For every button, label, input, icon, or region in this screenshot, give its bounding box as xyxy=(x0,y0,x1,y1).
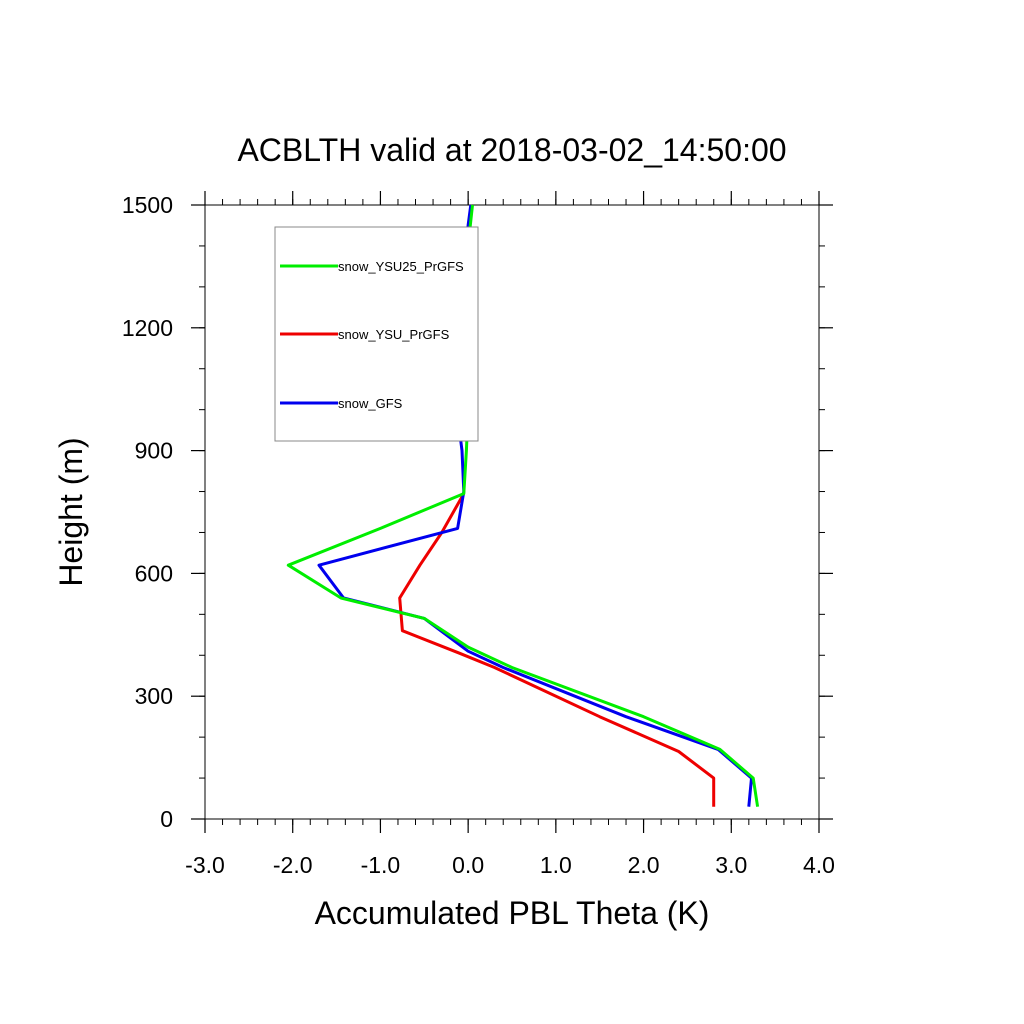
x-tick-label: 4.0 xyxy=(803,852,835,878)
legend-entries: snow_YSU25_PrGFS snow_YSU_PrGFS snow_GFS xyxy=(280,259,464,411)
x-tick-label: -2.0 xyxy=(273,852,313,878)
major-ticks xyxy=(191,191,833,833)
y-tick-label: 600 xyxy=(135,560,173,586)
x-tick-labels: -3.0 -2.0 -1.0 0.0 1.0 2.0 3.0 4.0 xyxy=(185,852,835,878)
plot-area xyxy=(204,204,820,820)
chart-title: ACBLTH valid at 2018-03-02_14:50:00 xyxy=(237,132,786,168)
y-tick-label: 1500 xyxy=(122,192,173,218)
plot-frame xyxy=(204,204,820,820)
legend-label: snow_YSU_PrGFS xyxy=(338,327,450,342)
x-tick-label: -1.0 xyxy=(361,852,401,878)
legend-label: snow_YSU25_PrGFS xyxy=(338,259,464,274)
y-tick-label: 900 xyxy=(135,438,173,464)
y-tick-labels: 0 300 600 900 1200 1500 xyxy=(122,192,173,832)
x-tick-label: 2.0 xyxy=(628,852,660,878)
x-tick-label: -3.0 xyxy=(185,852,225,878)
y-tick-label: 1200 xyxy=(122,315,173,341)
x-axis-label: Accumulated PBL Theta (K) xyxy=(315,895,710,931)
legend-label: snow_GFS xyxy=(338,396,403,411)
y-tick-label: 300 xyxy=(135,683,173,709)
x-tick-label: 0.0 xyxy=(452,852,484,878)
y-axis-label: Height (m) xyxy=(53,437,89,586)
series-line-snow_YSU_PrGFS xyxy=(398,492,716,807)
x-tick-label: 3.0 xyxy=(715,852,747,878)
x-tick-label: 1.0 xyxy=(540,852,572,878)
y-tick-label: 0 xyxy=(160,806,173,832)
legend: snow_YSU25_PrGFS snow_YSU_PrGFS snow_GFS xyxy=(274,226,479,442)
